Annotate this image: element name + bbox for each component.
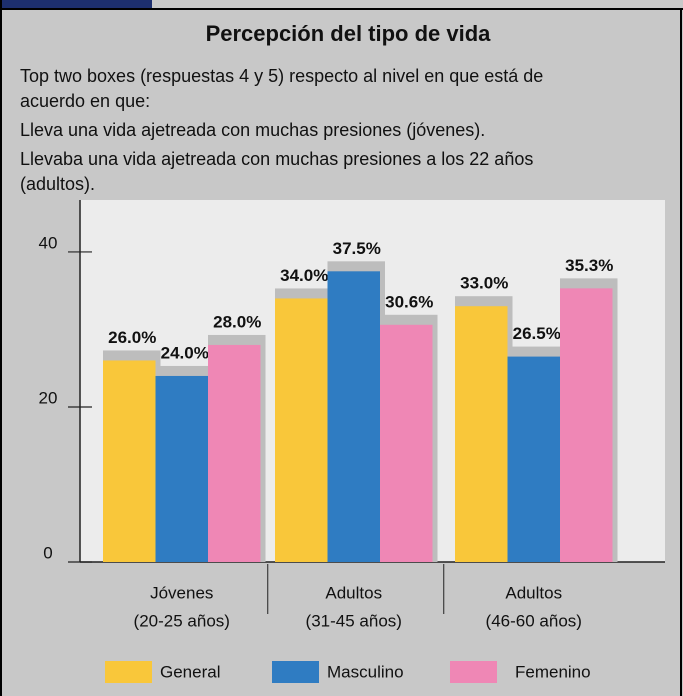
bar — [507, 356, 560, 562]
tab — [0, 0, 152, 9]
bar — [208, 344, 261, 562]
subtitle: Llevaba una vida ajetreada con muchas pr… — [20, 149, 533, 169]
data-label: 30.6% — [385, 292, 433, 311]
legend-label: General — [160, 662, 220, 681]
data-label: 24.0% — [161, 343, 209, 362]
data-label: 34.0% — [280, 266, 328, 285]
data-label: 26.5% — [513, 324, 561, 343]
subtitle: Top two boxes (respuestas 4 y 5) respect… — [20, 66, 543, 86]
data-label: 26.0% — [108, 328, 156, 347]
y-tick-label: 0 — [43, 543, 52, 562]
data-label: 37.5% — [333, 239, 381, 258]
legend-label: Masculino — [327, 662, 404, 681]
subtitle: acuerdo en que: — [20, 91, 150, 111]
y-tick-label: 40 — [39, 233, 58, 252]
data-label: 28.0% — [213, 312, 261, 331]
y-tick-label: 20 — [39, 388, 58, 407]
subtitle: (adultos). — [20, 174, 95, 194]
chart-title: Percepción del tipo de vida — [206, 21, 492, 46]
legend-swatch — [272, 661, 319, 683]
data-label: 35.3% — [565, 256, 613, 275]
x-tick-label: (20-25 años) — [134, 611, 230, 630]
legend-label: Femenino — [515, 662, 591, 681]
x-tick-label: Jóvenes — [150, 583, 213, 602]
bar — [275, 298, 328, 562]
bar — [155, 375, 208, 562]
bar — [380, 324, 433, 562]
x-tick-label: Adultos — [505, 583, 562, 602]
bar — [560, 288, 613, 562]
bar — [455, 306, 508, 562]
x-tick-label: (31-45 años) — [306, 611, 402, 630]
bar — [327, 271, 380, 562]
legend-swatch — [450, 661, 497, 683]
data-label: 33.0% — [460, 274, 508, 293]
x-tick-label: Adultos — [325, 583, 382, 602]
legend-swatch — [105, 661, 152, 683]
subtitle: Lleva una vida ajetreada con muchas pres… — [20, 120, 485, 140]
x-tick-label: (46-60 años) — [486, 611, 582, 630]
bar — [103, 360, 156, 562]
